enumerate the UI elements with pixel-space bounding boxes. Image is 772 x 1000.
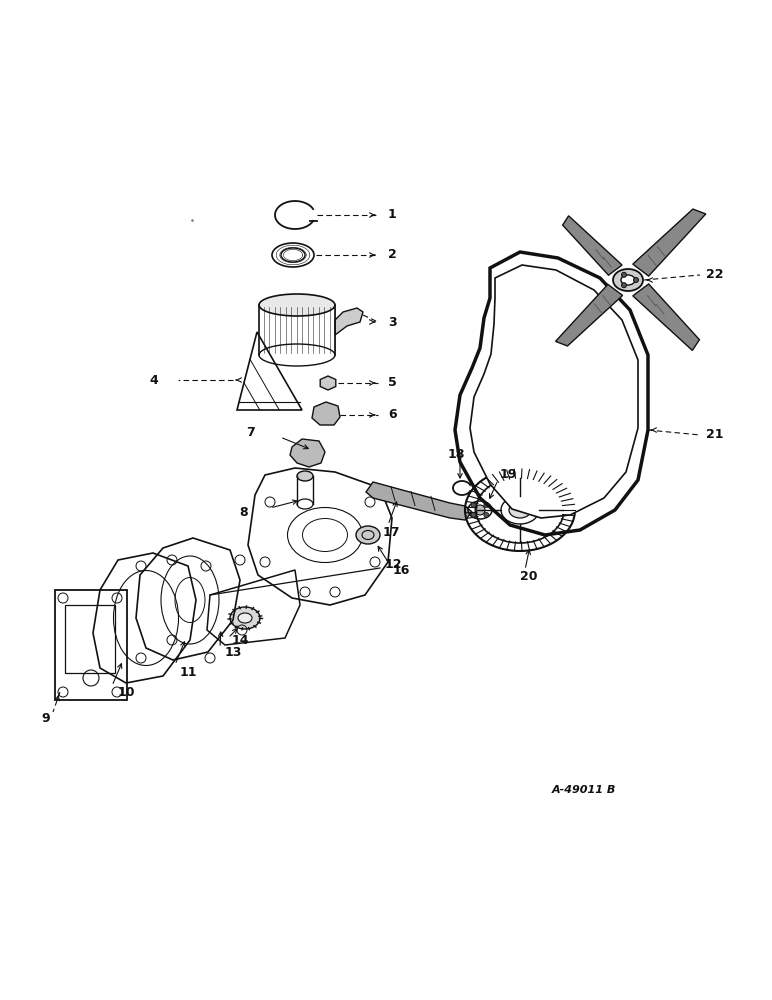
Polygon shape xyxy=(366,482,472,520)
Polygon shape xyxy=(633,209,706,276)
Text: 5: 5 xyxy=(388,376,397,389)
Text: 20: 20 xyxy=(520,570,537,582)
Bar xyxy=(65,605,115,673)
Circle shape xyxy=(484,503,489,508)
Text: 16: 16 xyxy=(393,564,411,576)
Polygon shape xyxy=(470,265,638,518)
Text: 21: 21 xyxy=(706,428,723,442)
Text: 10: 10 xyxy=(118,686,136,700)
Ellipse shape xyxy=(297,471,313,481)
Polygon shape xyxy=(320,376,336,390)
Text: 18: 18 xyxy=(448,448,466,460)
Polygon shape xyxy=(312,402,340,425)
Text: 19: 19 xyxy=(500,468,517,482)
Ellipse shape xyxy=(356,526,380,544)
Text: 1: 1 xyxy=(388,209,397,222)
Text: 4: 4 xyxy=(149,373,158,386)
Text: 9: 9 xyxy=(42,712,50,724)
Text: 12: 12 xyxy=(385,558,402,572)
Polygon shape xyxy=(556,284,623,346)
Polygon shape xyxy=(335,308,363,335)
Circle shape xyxy=(484,512,489,517)
Circle shape xyxy=(471,512,476,517)
Polygon shape xyxy=(290,439,325,467)
Text: 2: 2 xyxy=(388,248,397,261)
Ellipse shape xyxy=(509,502,531,518)
Text: 13: 13 xyxy=(225,646,242,658)
Ellipse shape xyxy=(621,275,635,285)
Text: 6: 6 xyxy=(388,408,397,422)
Ellipse shape xyxy=(613,269,643,291)
Circle shape xyxy=(621,283,627,288)
Text: 22: 22 xyxy=(706,268,723,282)
Text: 3: 3 xyxy=(388,316,397,328)
Text: 14: 14 xyxy=(232,634,249,647)
Bar xyxy=(55,590,127,700)
Circle shape xyxy=(471,503,476,508)
Text: A-49011 B: A-49011 B xyxy=(552,785,616,795)
Circle shape xyxy=(621,272,627,277)
Ellipse shape xyxy=(230,607,260,629)
Ellipse shape xyxy=(238,613,252,623)
Text: 8: 8 xyxy=(239,506,248,518)
Text: 7: 7 xyxy=(246,426,255,440)
Polygon shape xyxy=(633,284,699,350)
Circle shape xyxy=(634,277,638,282)
Ellipse shape xyxy=(259,294,335,316)
Circle shape xyxy=(475,505,485,515)
Text: 17: 17 xyxy=(383,526,401,538)
Polygon shape xyxy=(563,216,622,275)
Text: 11: 11 xyxy=(180,666,198,678)
